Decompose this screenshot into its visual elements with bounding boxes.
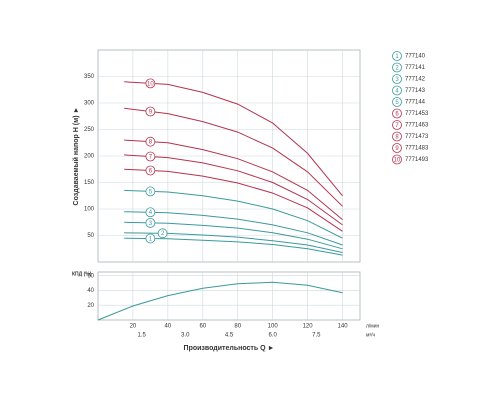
legend-label: 7771473 xyxy=(405,134,429,140)
y-axis-title: КПД (%) xyxy=(72,271,92,277)
curve-label: 1 xyxy=(149,236,153,242)
curve-label-circle xyxy=(145,106,156,117)
y-tick-label: 150 xyxy=(84,180,95,186)
legend-label: 777143 xyxy=(405,88,426,94)
curve-label-circle xyxy=(145,233,156,244)
legend-number: 8 xyxy=(395,134,399,140)
y-axis-title: Создаваемый напор H (м) ► xyxy=(72,107,80,206)
y-tick-label: 20 xyxy=(87,303,94,309)
legend-label: 7771483 xyxy=(405,146,429,152)
y-tick-label: 60 xyxy=(87,273,94,279)
y-tick-label: 300 xyxy=(84,101,95,107)
legend-label: 7771453 xyxy=(405,111,429,117)
plot-area xyxy=(97,271,361,321)
legend-number: 5 xyxy=(395,100,399,106)
curve-label-circle xyxy=(145,151,156,162)
curve xyxy=(124,189,343,239)
curve-label-circle xyxy=(145,207,156,218)
legend-number: 10 xyxy=(394,157,401,163)
curve xyxy=(124,81,343,197)
legend-label: 777141 xyxy=(405,65,426,71)
curve xyxy=(124,107,343,207)
curve-label-circle xyxy=(145,78,156,89)
curve-label-circle xyxy=(145,186,156,197)
x2-tick-label: 1.5 xyxy=(137,333,146,339)
legend-number: 6 xyxy=(395,111,399,117)
curve xyxy=(124,168,343,232)
y-tick-label: 350 xyxy=(84,74,95,80)
curve-label: 5 xyxy=(149,189,153,195)
x-tick-label: 100 xyxy=(268,324,279,330)
curve-label-circle xyxy=(145,136,156,147)
legend-number: 9 xyxy=(395,146,399,152)
legend-number: 1 xyxy=(395,54,399,60)
x-tick-label: 20 xyxy=(130,324,137,330)
curve-label-circle xyxy=(145,217,156,228)
x-unit: л/мин xyxy=(366,323,380,329)
legend-circle xyxy=(392,154,402,165)
x-tick-label: 60 xyxy=(199,324,206,330)
curve xyxy=(124,221,343,250)
curve-label: 10 xyxy=(147,81,154,87)
legend-circle xyxy=(392,97,402,107)
curve-label: 7 xyxy=(149,154,153,160)
x2-tick-label: 4.5 xyxy=(225,333,234,339)
x-tick-label: 140 xyxy=(338,324,349,330)
legend-number: 7 xyxy=(395,123,399,129)
legend-label: 777140 xyxy=(405,54,426,60)
curve-label: 2 xyxy=(161,231,165,237)
curve-label: 4 xyxy=(149,210,153,216)
legend-circle xyxy=(392,74,402,84)
x-tick-label: 120 xyxy=(303,324,314,330)
curve-label: 8 xyxy=(149,140,153,146)
curve xyxy=(124,139,343,220)
x2-tick-label: 6.0 xyxy=(268,333,277,339)
x-tick-label: 40 xyxy=(165,324,172,330)
x2-tick-label: 3.0 xyxy=(181,333,190,339)
x2-unit: м³/ч xyxy=(366,332,375,338)
legend-label: 777142 xyxy=(405,77,426,83)
y-tick-label: 250 xyxy=(84,127,95,133)
x-axis-title: Производительность Q ► xyxy=(184,345,275,352)
y-tick-label: 40 xyxy=(87,288,94,294)
y-tick-label: 50 xyxy=(87,233,94,239)
curve-label: 3 xyxy=(149,221,153,227)
curve xyxy=(124,154,343,226)
curve-label-circle xyxy=(145,165,156,176)
y-tick-label: 100 xyxy=(84,207,95,213)
curve xyxy=(124,232,343,253)
curve xyxy=(124,211,343,246)
y-tick-label: 200 xyxy=(84,154,95,160)
legend-number: 4 xyxy=(395,88,399,94)
legend-circle xyxy=(392,131,402,142)
curve-label: 6 xyxy=(149,168,153,174)
legend-number: 2 xyxy=(395,65,399,71)
legend-circle xyxy=(392,108,402,119)
legend-circle xyxy=(392,85,402,96)
curve xyxy=(97,281,343,321)
legend-circle xyxy=(392,120,402,130)
curve-label: 9 xyxy=(149,109,153,115)
legend-label: 7771493 xyxy=(405,157,429,163)
legend-circle xyxy=(392,143,402,153)
legend-number: 3 xyxy=(395,77,399,83)
legend-circle xyxy=(392,51,402,61)
legend-circle xyxy=(392,62,402,73)
legend-label: 7771463 xyxy=(405,123,429,129)
x2-tick-label: 7.5 xyxy=(312,333,321,339)
curve xyxy=(124,237,343,256)
curve-label-circle xyxy=(157,228,168,239)
legend-label: 777144 xyxy=(405,100,426,106)
x-tick-label: 80 xyxy=(234,324,241,330)
